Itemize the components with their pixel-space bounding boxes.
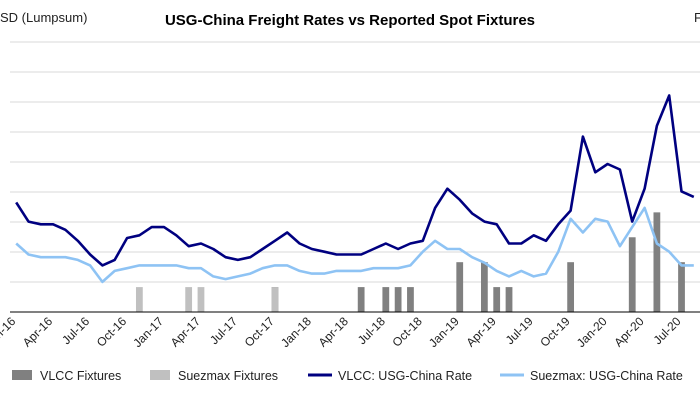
- x-tick-label: n-16: [0, 314, 19, 341]
- x-tick-label: Oct-17: [242, 314, 278, 350]
- x-tick-label: Jan-20: [574, 314, 610, 350]
- bar: [678, 262, 685, 312]
- bar: [493, 287, 501, 312]
- x-tick-label: Jul-19: [503, 314, 536, 347]
- bar: [394, 287, 402, 312]
- x-tick-label: Jan-19: [426, 314, 462, 350]
- bar: [271, 287, 279, 312]
- legend-swatch: [12, 370, 32, 380]
- x-tick-label: Apr-19: [463, 314, 499, 350]
- x-tick-label: Jul-18: [355, 314, 388, 347]
- chart-title: USG-China Freight Rates vs Reported Spot…: [165, 12, 535, 29]
- legend: VLCC Fixtures Suezmax Fixtures VLCC: USG-C…: [12, 369, 683, 383]
- bar: [628, 237, 636, 312]
- x-tick-label: Apr-17: [168, 314, 204, 350]
- x-tick-labels: n-16 Apr-16 Jul-16 Oct-16 Jan-17 Apr-17 Jul-17…: [0, 314, 684, 350]
- x-tick-label: Jan-17: [130, 314, 166, 350]
- fixture-bars: [135, 212, 685, 312]
- bar: [567, 262, 575, 312]
- bar: [480, 262, 488, 312]
- x-tick-label: Oct-18: [390, 314, 426, 350]
- bar: [456, 262, 464, 312]
- x-tick-label: Jul-17: [207, 314, 240, 347]
- x-tick-label: Oct-16: [94, 314, 130, 350]
- bar: [407, 287, 414, 312]
- rate-lines: [15, 94, 695, 284]
- bar: [505, 287, 513, 312]
- series-line: [15, 206, 694, 284]
- x-tick-label: Jul-20: [651, 314, 684, 347]
- grid-lines: [10, 41, 700, 283]
- x-tick-label: Apr-20: [611, 314, 647, 350]
- x-tick-label: Apr-18: [316, 314, 352, 350]
- bar: [357, 287, 365, 312]
- legend-swatch: [150, 370, 170, 380]
- bar: [653, 212, 661, 312]
- x-tick-label: Oct-19: [537, 314, 573, 350]
- x-tick-label: Apr-16: [20, 314, 56, 350]
- legend-label: VLCC: USG-China Rate: [338, 369, 472, 383]
- x-tick-label: Jan-18: [278, 314, 314, 350]
- bar: [135, 287, 143, 312]
- legend-label: VLCC Fixtures: [40, 369, 121, 383]
- y-axis-label-left: SD (Lumpsum): [0, 10, 87, 25]
- y-axis-label-right: F: [694, 10, 700, 25]
- bar: [185, 287, 193, 312]
- series-line: [15, 94, 695, 267]
- legend-label: Suezmax: USG-China Rate: [530, 369, 683, 383]
- bar: [382, 287, 390, 312]
- bar: [197, 287, 205, 312]
- x-tick-label: Jul-16: [59, 314, 92, 347]
- legend-label: Suezmax Fixtures: [178, 369, 278, 383]
